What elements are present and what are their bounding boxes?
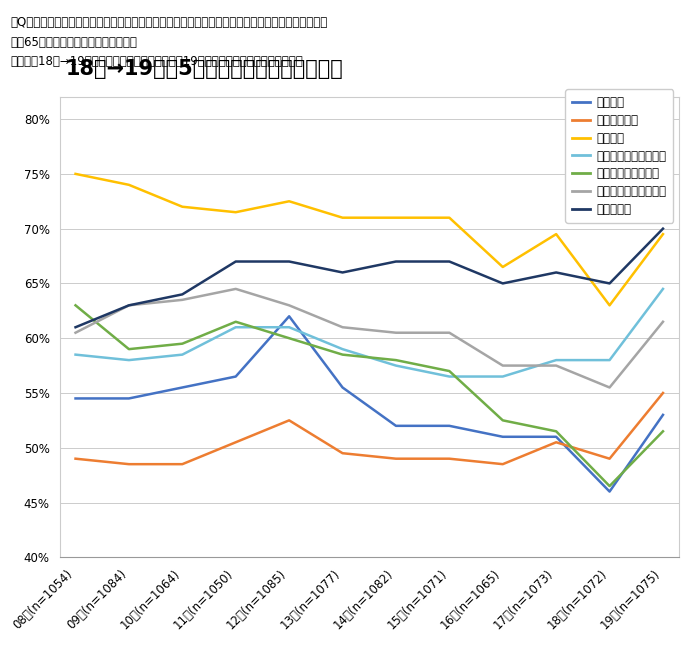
トンカツ等肉のフライ xyxy=(498,362,507,369)
トンカツ等肉のフライ xyxy=(178,296,186,304)
きんぴら xyxy=(552,433,561,441)
麻婆豆腐・麻婆ナス等 xyxy=(338,345,346,353)
きんぴら xyxy=(178,384,186,391)
中華風炒め物 xyxy=(338,449,346,457)
Line: トンカツ等肉のフライ: トンカツ等肉のフライ xyxy=(76,289,663,388)
ハンバーグ xyxy=(659,225,667,233)
中華風炒め物 xyxy=(125,460,133,468)
きんぴら xyxy=(338,384,346,391)
ハンバーグ xyxy=(552,268,561,276)
Text: うち18年→19年で５ポイント以上増加した、19年が５割以上のおかず系メニュー: うち18年→19年で５ポイント以上増加した、19年が５割以上のおかず系メニュー xyxy=(10,55,303,68)
きんぴら xyxy=(606,488,614,496)
煮魚・魚介類の煮物 xyxy=(445,367,454,375)
ハンバーグ xyxy=(606,279,614,287)
中華風炒め物 xyxy=(659,389,667,397)
中華風炒め物 xyxy=(285,417,293,424)
ハンバーグ xyxy=(445,258,454,266)
中華風炒め物 xyxy=(232,438,240,446)
豆腐料理 xyxy=(606,301,614,309)
中華風炒め物 xyxy=(498,460,507,468)
Line: きんぴら: きんぴら xyxy=(76,316,663,492)
きんぴら xyxy=(392,422,400,430)
豆腐料理 xyxy=(552,230,561,238)
トンカツ等肉のフライ xyxy=(392,329,400,336)
中華風炒め物 xyxy=(178,460,186,468)
麻婆豆腐・麻婆ナス等 xyxy=(659,285,667,293)
煮魚・魚介類の煮物 xyxy=(125,345,133,353)
トンカツ等肉のフライ xyxy=(232,285,240,293)
麻婆豆腐・麻婆ナス等 xyxy=(606,356,614,364)
麻婆豆腐・麻婆ナス等 xyxy=(285,323,293,331)
麻婆豆腐・麻婆ナス等 xyxy=(552,356,561,364)
麻婆豆腐・麻婆ナス等 xyxy=(71,351,80,358)
トンカツ等肉のフライ xyxy=(659,318,667,326)
Legend: きんぴら, 中華風炒め物, 豆腐料理, 麻婆豆腐・麻婆ナス等, 煮魚・魚介類の煮物, トンカツ等肉のフライ, ハンバーグ: きんぴら, 中華風炒め物, 豆腐料理, 麻婆豆腐・麻婆ナス等, 煮魚・魚介類の煮… xyxy=(566,89,673,223)
中華風炒め物 xyxy=(552,438,561,446)
ハンバーグ xyxy=(125,301,133,309)
煮魚・魚介類の煮物 xyxy=(232,318,240,326)
豆腐料理 xyxy=(125,181,133,189)
きんぴら xyxy=(232,373,240,380)
豆腐料理 xyxy=(232,209,240,216)
トンカツ等肉のフライ xyxy=(606,384,614,391)
中華風炒め物 xyxy=(71,455,80,463)
トンカツ等肉のフライ xyxy=(71,329,80,336)
ハンバーグ xyxy=(338,268,346,276)
きんぴら xyxy=(285,312,293,320)
麻婆豆腐・麻婆ナス等 xyxy=(445,373,454,380)
豆腐料理 xyxy=(178,203,186,211)
Text: 「Q．お宅で、月に１回以上、食卓に登場するメニューは？（テイクアウトや総菜の利用も含む）」: 「Q．お宅で、月に１回以上、食卓に登場するメニューは？（テイクアウトや総菜の利用… xyxy=(10,16,328,29)
きんぴら xyxy=(659,411,667,419)
煮魚・魚介類の煮物 xyxy=(285,334,293,342)
豆腐料理 xyxy=(445,214,454,222)
豆腐料理 xyxy=(659,230,667,238)
Text: 65の選択肢を提示（複数回答）．: 65の選択肢を提示（複数回答）． xyxy=(10,36,137,49)
ハンバーグ xyxy=(178,290,186,298)
煮魚・魚介類の煮物 xyxy=(552,428,561,435)
ハンバーグ xyxy=(71,323,80,331)
煮魚・魚介類の煮物 xyxy=(338,351,346,358)
トンカツ等肉のフライ xyxy=(552,362,561,369)
きんぴら xyxy=(498,433,507,441)
麻婆豆腐・麻婆ナス等 xyxy=(125,356,133,364)
中華風炒め物 xyxy=(606,455,614,463)
Line: 麻婆豆腐・麻婆ナス等: 麻婆豆腐・麻婆ナス等 xyxy=(76,289,663,376)
Line: 豆腐料理: 豆腐料理 xyxy=(76,174,663,305)
ハンバーグ xyxy=(285,258,293,266)
煮魚・魚介類の煮物 xyxy=(498,417,507,424)
きんぴら xyxy=(125,395,133,402)
トンカツ等肉のフライ xyxy=(285,301,293,309)
トンカツ等肉のフライ xyxy=(125,301,133,309)
煮魚・魚介類の煮物 xyxy=(71,301,80,309)
Line: 中華風炒め物: 中華風炒め物 xyxy=(76,393,663,464)
Line: 煮魚・魚介類の煮物: 煮魚・魚介類の煮物 xyxy=(76,305,663,486)
煮魚・魚介類の煮物 xyxy=(392,356,400,364)
麻婆豆腐・麻婆ナス等 xyxy=(392,362,400,369)
トンカツ等肉のフライ xyxy=(338,323,346,331)
煮魚・魚介類の煮物 xyxy=(659,428,667,435)
麻婆豆腐・麻婆ナス等 xyxy=(178,351,186,358)
豆腐料理 xyxy=(338,214,346,222)
ハンバーグ xyxy=(498,279,507,287)
Text: 18年→19年で5ポイント以上増えたおかず: 18年→19年で5ポイント以上増えたおかず xyxy=(66,59,344,79)
豆腐料理 xyxy=(285,198,293,205)
中華風炒め物 xyxy=(392,455,400,463)
トンカツ等肉のフライ xyxy=(445,329,454,336)
きんぴら xyxy=(71,395,80,402)
豆腐料理 xyxy=(71,170,80,178)
煮魚・魚介類の煮物 xyxy=(606,482,614,490)
豆腐料理 xyxy=(498,263,507,271)
Line: ハンバーグ: ハンバーグ xyxy=(76,229,663,327)
きんぴら xyxy=(445,422,454,430)
麻婆豆腐・麻婆ナス等 xyxy=(498,373,507,380)
中華風炒め物 xyxy=(445,455,454,463)
煮魚・魚介類の煮物 xyxy=(178,340,186,347)
豆腐料理 xyxy=(392,214,400,222)
ハンバーグ xyxy=(232,258,240,266)
ハンバーグ xyxy=(392,258,400,266)
麻婆豆腐・麻婆ナス等 xyxy=(232,323,240,331)
